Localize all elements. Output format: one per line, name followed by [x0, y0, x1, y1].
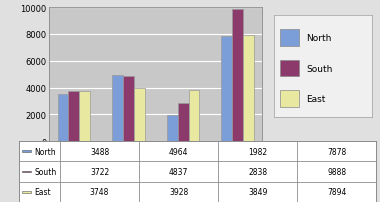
Bar — [218, 182, 297, 202]
Bar — [139, 162, 218, 182]
Text: East: East — [34, 187, 51, 196]
Text: 9888: 9888 — [327, 167, 346, 176]
Text: North: North — [34, 147, 55, 156]
Bar — [60, 141, 139, 162]
Bar — [79, 92, 90, 141]
Bar — [188, 90, 200, 141]
Text: 4837: 4837 — [169, 167, 188, 176]
Bar — [297, 162, 376, 182]
Bar — [280, 91, 299, 107]
Text: North: North — [306, 34, 332, 43]
Text: 3722: 3722 — [90, 167, 109, 176]
Bar — [297, 182, 376, 202]
Bar — [232, 9, 243, 141]
Text: South: South — [306, 64, 332, 73]
Bar — [218, 141, 297, 162]
Bar — [22, 191, 31, 193]
Text: 3928: 3928 — [169, 187, 188, 196]
Bar — [243, 36, 254, 141]
Bar — [177, 104, 188, 141]
Bar — [22, 151, 31, 152]
Bar — [68, 92, 79, 141]
Text: 3748: 3748 — [90, 187, 109, 196]
Text: 3488: 3488 — [90, 147, 109, 156]
Bar — [22, 171, 31, 173]
Bar — [221, 36, 232, 141]
Bar — [280, 61, 299, 77]
Text: 7878: 7878 — [327, 147, 346, 156]
Bar — [139, 182, 218, 202]
Bar — [297, 141, 376, 162]
Bar — [19, 162, 60, 182]
Bar — [58, 95, 68, 141]
Bar — [134, 89, 145, 141]
Bar — [280, 30, 299, 46]
Bar — [123, 77, 134, 141]
Bar — [19, 141, 60, 162]
Text: 1982: 1982 — [248, 147, 267, 156]
Text: 3849: 3849 — [248, 187, 268, 196]
Bar — [19, 182, 60, 202]
Bar — [139, 141, 218, 162]
Text: South: South — [34, 167, 56, 176]
Bar — [60, 162, 139, 182]
Bar — [218, 162, 297, 182]
Text: 7894: 7894 — [327, 187, 347, 196]
Bar — [112, 75, 123, 141]
Bar — [167, 115, 177, 141]
Text: 2838: 2838 — [248, 167, 267, 176]
Bar — [60, 182, 139, 202]
Text: East: East — [306, 95, 326, 103]
Text: 4964: 4964 — [169, 147, 188, 156]
